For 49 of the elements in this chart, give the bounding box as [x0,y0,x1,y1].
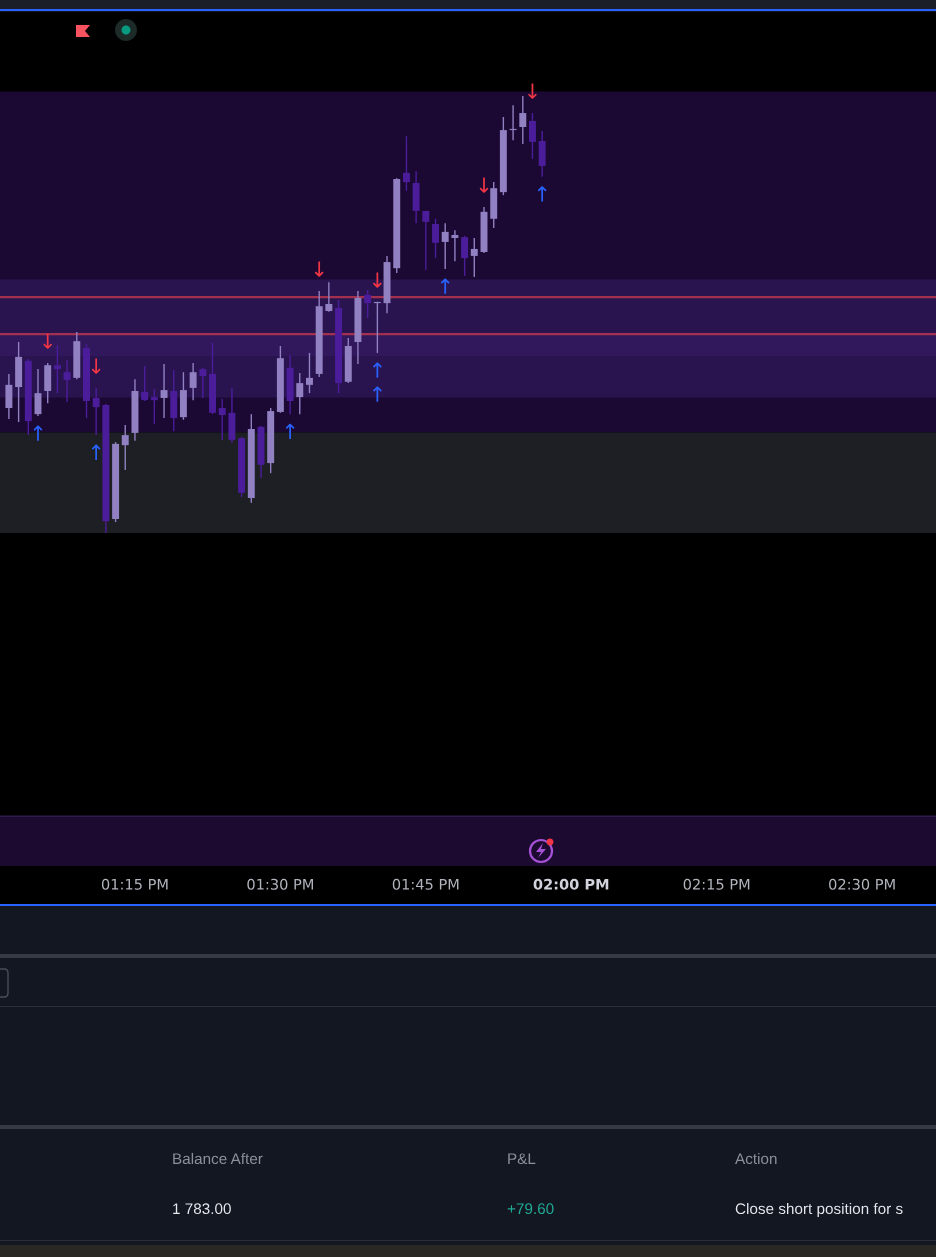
x-tick-label: 02:15 PM [683,878,750,890]
annotation: ↑ [372,362,382,378]
text: Balance After [173,1152,263,1165]
x-tick-label: 02:30 PM [829,878,895,890]
candlestick [451,229,459,262]
text: Close short position for s [735,1202,903,1218]
candlestick [92,387,100,436]
annotation: ↓ [479,177,489,193]
annotation: ↓ [372,272,382,288]
candlestick [470,237,478,278]
annotation: ↓ [91,358,101,374]
text: +79.60 [507,1203,554,1215]
candlestick [63,359,71,403]
candlestick [296,372,304,415]
annotation: ↓ [527,83,537,99]
candlestick [364,289,372,319]
candlestick [461,235,469,277]
candlestick [160,363,168,419]
candlestick [189,362,197,401]
text: 1 783.00 [173,1203,231,1215]
text: Action [735,1152,777,1165]
candlestick [141,365,149,402]
annotation: ↑ [372,386,382,402]
x-tick-label: 02:00 PM [533,878,609,890]
candlestick [121,424,129,471]
annotation: ↓ [314,261,324,277]
candlestick [5,373,13,420]
annotation: ↑ [285,423,295,439]
text: P&L [508,1153,536,1165]
x-tick-label: 01:45 PM [392,878,459,890]
annotation: ↓ [43,333,53,349]
candlestick [519,95,527,145]
x-tick-label: 01:30 PM [247,878,313,890]
annotation: ↑ [91,444,101,460]
candlestick [528,112,536,160]
candlestick [218,398,226,441]
annotation: ↑ [440,278,450,294]
x-tick-label: 01:15 PM [101,878,168,890]
candlestick [325,281,333,313]
candlestick [53,344,61,394]
candlestick [199,367,207,399]
candlestick [432,218,440,259]
candlestick [441,222,449,270]
candlestick [422,210,430,271]
candlestick [402,135,410,192]
annotation: ↑ [537,186,547,202]
annotation: ↑ [33,425,43,441]
candlestick [306,352,313,394]
candlestick [150,388,158,425]
